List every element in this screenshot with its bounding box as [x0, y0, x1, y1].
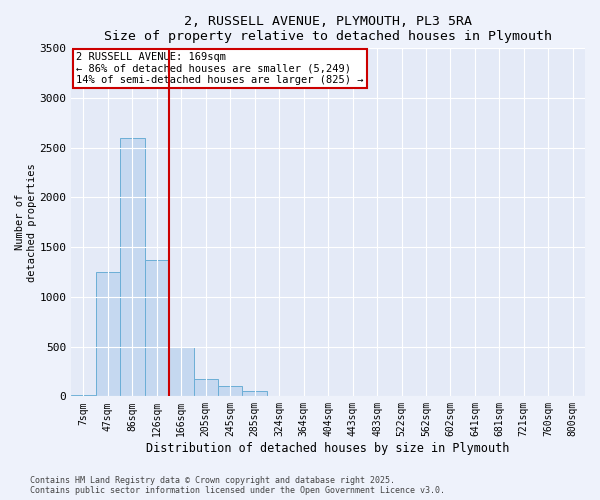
Bar: [96, 272, 120, 396]
Bar: [169, 346, 194, 397]
Bar: [71, 395, 96, 396]
Bar: [218, 386, 242, 396]
Text: 2 RUSSELL AVENUE: 169sqm
← 86% of detached houses are smaller (5,249)
14% of sem: 2 RUSSELL AVENUE: 169sqm ← 86% of detach…: [76, 52, 364, 85]
X-axis label: Distribution of detached houses by size in Plymouth: Distribution of detached houses by size …: [146, 442, 510, 455]
Bar: [120, 138, 145, 396]
Bar: [145, 260, 169, 396]
Text: Contains HM Land Registry data © Crown copyright and database right 2025.
Contai: Contains HM Land Registry data © Crown c…: [30, 476, 445, 495]
Bar: [242, 392, 267, 396]
Title: 2, RUSSELL AVENUE, PLYMOUTH, PL3 5RA
Size of property relative to detached house: 2, RUSSELL AVENUE, PLYMOUTH, PL3 5RA Siz…: [104, 15, 552, 43]
Y-axis label: Number of
detached properties: Number of detached properties: [15, 163, 37, 282]
Bar: [194, 379, 218, 396]
